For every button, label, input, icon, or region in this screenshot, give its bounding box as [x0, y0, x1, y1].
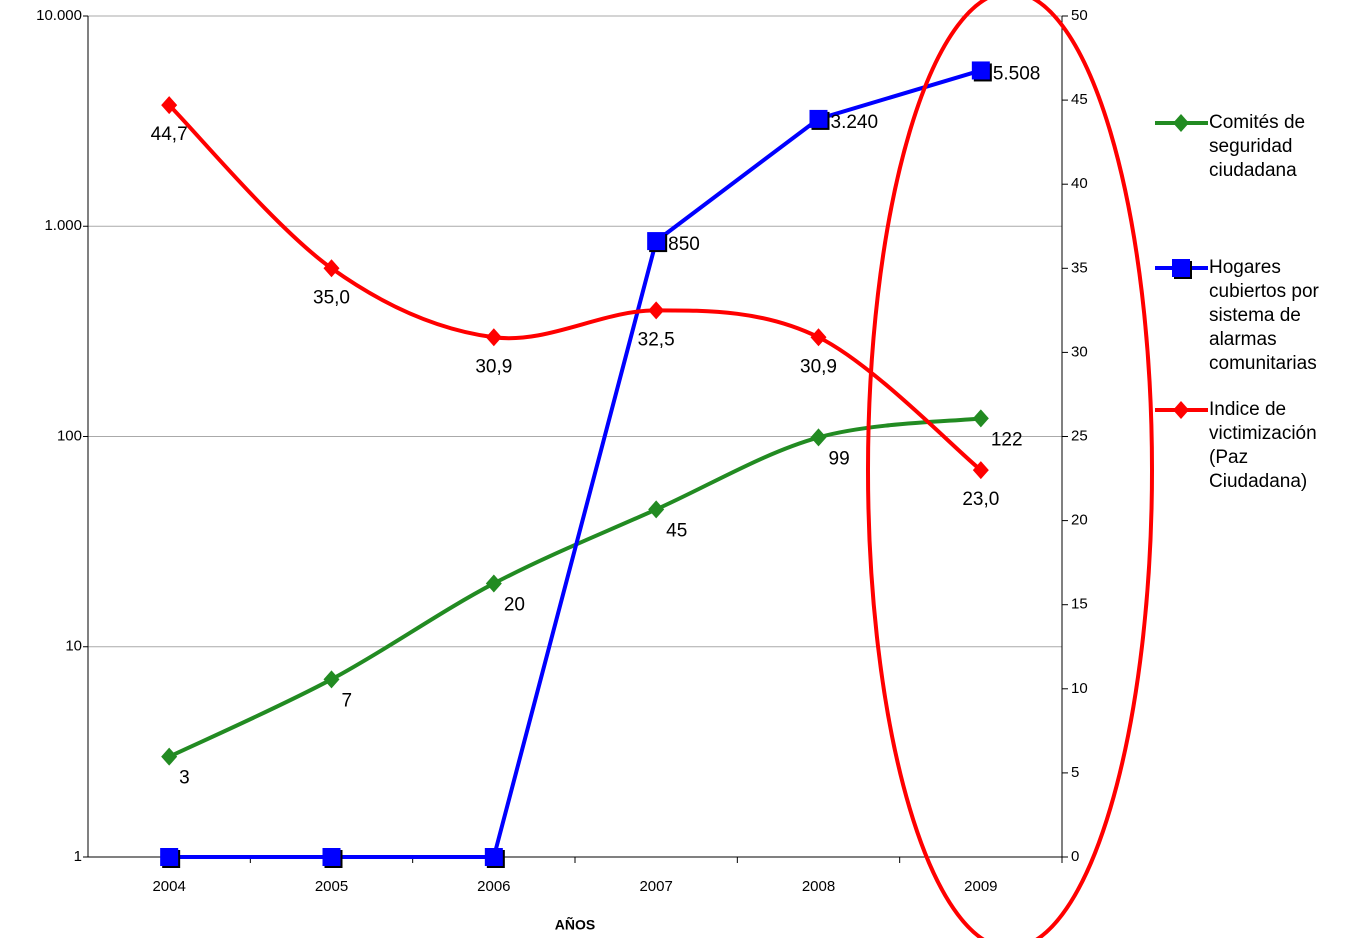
- data-label: 44,7: [151, 124, 188, 145]
- y-tick-label: 100: [57, 427, 82, 444]
- data-label: 30,9: [475, 356, 512, 377]
- marker: [1172, 259, 1190, 277]
- data-label: 20: [504, 594, 525, 615]
- x-tick-label: 2008: [802, 878, 835, 895]
- y2-tick-label: 30: [1071, 343, 1088, 360]
- marker: [323, 670, 340, 689]
- marker: [648, 500, 665, 519]
- data-label: 7: [342, 690, 353, 711]
- data-label: 850: [668, 234, 700, 255]
- x-tick-label: 2006: [477, 878, 510, 895]
- marker: [160, 848, 179, 866]
- y-tick-label: 1.000: [44, 217, 82, 234]
- y2-tick-label: 50: [1071, 7, 1088, 24]
- y2-tick-label: 25: [1071, 427, 1088, 444]
- x-tick-label: 2007: [639, 878, 672, 895]
- marker: [322, 848, 341, 866]
- data-label: 3.240: [831, 112, 879, 133]
- legend-label: Indice de victimización (Paz Ciudadana): [1209, 399, 1317, 492]
- series-line: [167, 103, 983, 472]
- marker: [810, 328, 827, 347]
- marker: [161, 747, 178, 766]
- y-tick-label: 10.000: [36, 7, 82, 24]
- y2-tick-label: 15: [1071, 596, 1088, 613]
- data-label: 32,5: [638, 329, 675, 350]
- data-label: 35,0: [313, 287, 350, 308]
- data-label: 5.508: [993, 63, 1041, 84]
- y2-tick-label: 35: [1071, 259, 1088, 276]
- legend-label: Comités de seguridad ciudadana: [1209, 112, 1306, 181]
- marker: [323, 259, 340, 278]
- y2-tick-label: 45: [1071, 91, 1088, 108]
- marker: [484, 848, 503, 866]
- x-tick-label: 2005: [315, 878, 348, 895]
- x-tick-label: 2009: [964, 878, 997, 895]
- data-label: 122: [991, 429, 1023, 450]
- y2-tick-label: 0: [1071, 848, 1079, 865]
- x-tick-label: 2004: [152, 878, 185, 895]
- series-line: [169, 68, 982, 859]
- marker: [972, 409, 989, 428]
- y2-tick-label: 10: [1071, 680, 1088, 697]
- data-label: 23,0: [962, 489, 999, 510]
- highlight-ellipse: [866, 0, 1154, 938]
- marker: [648, 301, 665, 320]
- marker: [810, 428, 827, 447]
- y2-tick-label: 40: [1071, 175, 1088, 192]
- data-label: 30,9: [800, 356, 837, 377]
- legend-label: Hogares cubiertos por sistema de alarmas…: [1209, 257, 1319, 374]
- data-label: 99: [829, 448, 850, 469]
- marker: [971, 61, 990, 80]
- y-tick-label: 1: [74, 848, 82, 865]
- series-line: [168, 416, 982, 759]
- marker: [485, 328, 502, 347]
- marker: [972, 461, 989, 480]
- marker: [647, 232, 666, 251]
- marker: [1173, 401, 1189, 419]
- marker: [1173, 114, 1189, 132]
- y-tick-label: 10: [65, 638, 82, 655]
- data-label: 3: [179, 768, 190, 789]
- marker: [161, 96, 178, 115]
- y2-tick-label: 20: [1071, 512, 1088, 529]
- data-label: 45: [666, 520, 687, 541]
- marker: [485, 574, 502, 593]
- marker: [809, 109, 828, 128]
- x-axis-title: AÑOS: [555, 916, 595, 933]
- y2-tick-label: 5: [1071, 764, 1079, 781]
